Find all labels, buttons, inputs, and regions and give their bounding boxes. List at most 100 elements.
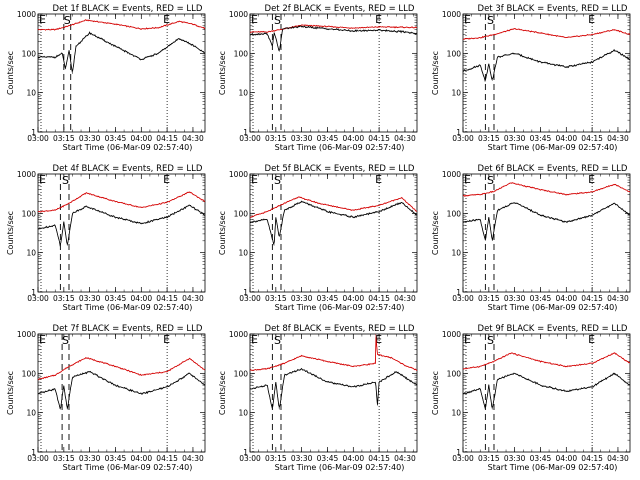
- panel-title: Det 5f BLACK = Events, RED = LLD: [265, 164, 415, 174]
- y-tick-label: 1: [456, 448, 461, 457]
- panel-title: Det 8f BLACK = Events, RED = LLD: [265, 324, 415, 334]
- x-tick-label: 03:30: [291, 294, 313, 303]
- y-tick-label: 10: [26, 89, 36, 98]
- x-tick-label: 03:30: [291, 454, 313, 463]
- x-tick-label: 04:30: [394, 134, 416, 143]
- x-tick-label: 03:30: [291, 134, 313, 143]
- x-tick-label: 03:00: [27, 134, 49, 143]
- end-marker-label: E: [588, 173, 595, 186]
- x-tick-label: 04:15: [368, 294, 390, 303]
- panel-title: Det 4f BLACK = Events, RED = LLD: [53, 164, 203, 174]
- events-key-line: [462, 372, 631, 410]
- x-tick-label: 03:45: [317, 294, 339, 303]
- lld-key-line: [462, 182, 631, 196]
- y-tick-label: 10: [238, 249, 248, 258]
- x-tick-label: 04:15: [156, 454, 178, 463]
- x-tick-label: 03:00: [452, 134, 474, 143]
- lld-series-line: [462, 352, 631, 370]
- x-axis-label: Start Time (06-Mar-09 02:57:40): [275, 463, 405, 472]
- events-key-line: [37, 204, 206, 246]
- y-tick-label: 100: [234, 49, 249, 58]
- plot-frame: [37, 333, 206, 453]
- x-tick-label: 03:15: [478, 454, 500, 463]
- y-tick-label: 10: [238, 409, 248, 418]
- x-axis-label: Start Time (06-Mar-09 02:57:40): [63, 463, 193, 472]
- edge-marker-label: E: [464, 13, 471, 26]
- x-tick-label: 04:15: [581, 294, 603, 303]
- plot-frame: [462, 333, 631, 453]
- x-tick-label: 03:45: [530, 294, 552, 303]
- y-tick-label: 1000: [17, 170, 36, 179]
- x-tick-label: 03:00: [27, 294, 49, 303]
- plot-frame: [249, 173, 418, 293]
- x-tick-label: 04:00: [130, 134, 152, 143]
- lld-series-line: [37, 191, 206, 213]
- plot-frame: [462, 13, 631, 133]
- x-tick-label: 04:15: [156, 134, 178, 143]
- panel-title: Det 1f BLACK = Events, RED = LLD: [53, 4, 203, 14]
- x-axis-label: Start Time (06-Mar-09 02:57:40): [63, 143, 193, 152]
- x-tick-label: 03:45: [530, 134, 552, 143]
- events-key-line: [38, 32, 206, 74]
- x-tick-label: 03:00: [239, 294, 261, 303]
- x-tick-label: 04:00: [130, 454, 152, 463]
- x-tick-label: 03:15: [53, 294, 75, 303]
- events-key-line: [462, 49, 631, 82]
- x-tick-label: 03:15: [265, 454, 287, 463]
- panel-title: Det 2f BLACK = Events, RED = LLD: [265, 4, 415, 14]
- events-key-line: [249, 368, 418, 410]
- events-key-line: [249, 201, 418, 246]
- y-tick-label: 1: [243, 448, 248, 457]
- x-tick-label: 03:00: [239, 454, 261, 463]
- y-tick-label: 100: [234, 209, 249, 218]
- x-tick-label: 03:30: [504, 134, 526, 143]
- x-tick-label: 03:30: [504, 294, 526, 303]
- x-axis-label: Start Time (06-Mar-09 02:57:40): [488, 143, 618, 152]
- y-axis-label: Counts/sec: [431, 51, 440, 95]
- y-tick-label: 1: [456, 128, 461, 137]
- panel-det-9: Det 9f BLACK = Events, RED = LLD 1 10 100 10…: [431, 324, 631, 472]
- edge-marker-label: E: [464, 173, 471, 186]
- y-tick-label: 100: [22, 209, 37, 218]
- start-marker-label: S: [274, 174, 281, 187]
- lld-key-line: [249, 196, 418, 218]
- x-tick-label: 04:30: [182, 134, 204, 143]
- x-tick-label: 04:30: [394, 294, 416, 303]
- y-tick-label: 1: [31, 128, 36, 137]
- panel-det-5: Det 5f BLACK = Events, RED = LLD 1 10 100 10…: [218, 164, 418, 312]
- x-tick-label: 04:00: [130, 294, 152, 303]
- plot-frame: [249, 333, 418, 453]
- x-axis-label: Start Time (06-Mar-09 02:57:40): [488, 463, 618, 472]
- x-tick-label: 03:30: [504, 454, 526, 463]
- x-tick-label: 04:30: [182, 454, 204, 463]
- y-tick-label: 10: [26, 409, 36, 418]
- start-marker-label: S: [487, 14, 494, 27]
- y-tick-label: 100: [22, 49, 37, 58]
- y-axis-label: Counts/sec: [6, 371, 15, 415]
- end-marker-label: E: [163, 333, 170, 346]
- x-axis-label: Start Time (06-Mar-09 02:57:40): [63, 303, 193, 312]
- x-tick-label: 03:30: [79, 134, 101, 143]
- x-tick-label: 03:30: [79, 294, 101, 303]
- y-tick-label: 10: [451, 409, 461, 418]
- lld-key-line: [249, 333, 418, 371]
- x-tick-label: 04:00: [342, 454, 364, 463]
- panel-det-4: Det 4f BLACK = Events, RED = LLD 1 10 100 10…: [6, 164, 206, 312]
- y-tick-label: 10: [451, 249, 461, 258]
- y-tick-label: 100: [447, 369, 462, 378]
- panel-det-8: Det 8f BLACK = Events, RED = LLD 1 10 100 10…: [218, 324, 418, 472]
- x-tick-label: 04:15: [368, 134, 390, 143]
- edge-marker-label: E: [251, 173, 258, 186]
- end-marker-label: E: [375, 173, 382, 186]
- x-tick-label: 04:15: [581, 134, 603, 143]
- lld-key-line: [37, 357, 206, 380]
- start-marker-label: S: [64, 14, 71, 27]
- events-series-line: [37, 31, 206, 72]
- end-marker-label: E: [163, 13, 170, 26]
- y-axis-label: Counts/sec: [218, 211, 227, 255]
- y-tick-label: 10: [451, 89, 461, 98]
- y-tick-label: 100: [234, 369, 249, 378]
- y-axis-label: Counts/sec: [431, 211, 440, 255]
- plot-frame: [249, 13, 418, 133]
- x-tick-label: 04:00: [342, 134, 364, 143]
